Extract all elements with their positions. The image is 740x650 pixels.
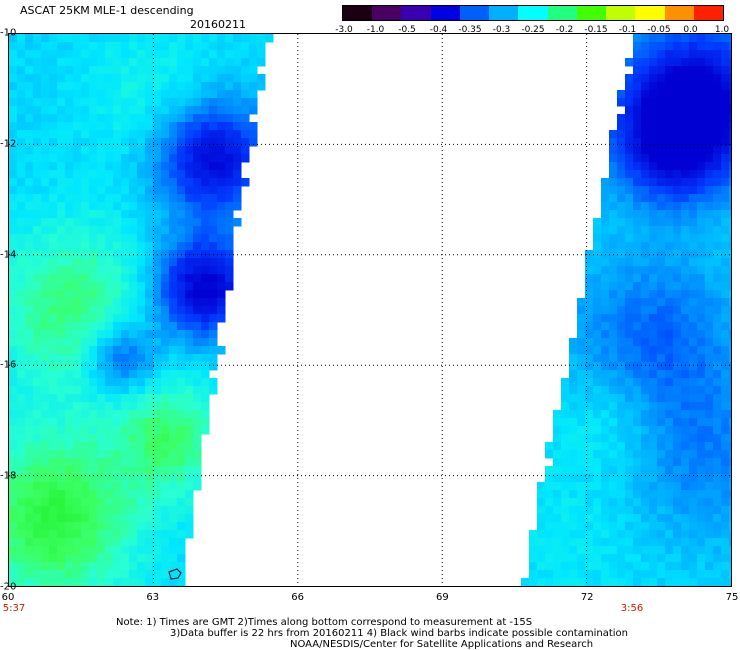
colorbar-label: -3.0 (335, 25, 353, 35)
lat-label: -20 (0, 581, 17, 593)
lon-label: 72 (580, 592, 594, 603)
lat-label: -18 (0, 470, 17, 482)
graticule (9, 34, 731, 586)
colorbar-segment (664, 6, 694, 20)
swath-map (9, 34, 731, 586)
colorbar-label: -0.15 (584, 25, 608, 35)
map-panel (8, 33, 732, 587)
colorbar-label: -0.1 (618, 25, 637, 35)
note-line-1: Note: 1) Times are GMT 2)Times along bot… (116, 617, 533, 628)
chart-title: ASCAT 25KM MLE-1 descending (20, 4, 194, 17)
colorbar-segment (401, 6, 431, 20)
colorbar-segment (489, 6, 519, 20)
lat-label: -12 (0, 138, 17, 150)
colorbar-segment (576, 6, 607, 20)
colorbar-label: -0.25 (521, 25, 545, 35)
colorbar-label: -0.35 (458, 25, 482, 35)
colorbar-segment (693, 6, 724, 20)
colorbar-label: 0.0 (683, 25, 698, 35)
colorbar-segment (518, 6, 548, 20)
chart-date: 20160211 (190, 18, 246, 31)
colorbar-segment (606, 6, 636, 20)
swath-time-left: 5:37 (2, 603, 26, 614)
colorbar-label: -1.0 (366, 25, 385, 35)
swath-left (9, 34, 274, 586)
colorbar-segment (343, 6, 373, 20)
colorbar-label: 1.0 (714, 25, 730, 35)
lon-label: 75 (725, 592, 739, 603)
colorbar-segment (547, 6, 577, 20)
lon-label: 69 (436, 592, 449, 603)
swath-time-right: 3:56 (620, 603, 644, 614)
colorbar-segment (372, 6, 402, 20)
lon-label: 63 (146, 592, 160, 603)
note-line-2: 3)Data buffer is 22 hrs from 20160211 4)… (170, 628, 628, 639)
lat-label: -14 (0, 249, 17, 261)
colorbar-segment (430, 6, 460, 20)
note-line-3: NOAA/NESDIS/Center for Satellite Applica… (290, 639, 594, 650)
lon-label: 66 (291, 592, 304, 603)
colorbar-label: -0.05 (647, 25, 671, 35)
colorbar-label: -0.5 (398, 25, 416, 35)
lat-label: -16 (0, 359, 17, 371)
island-outline (168, 568, 182, 580)
colorbar-label: -0.4 (429, 25, 448, 35)
colorbar (342, 5, 724, 21)
lon-label: 60 (1, 592, 15, 603)
colorbar-label: -0.3 (492, 25, 511, 35)
lat-label: -10 (0, 27, 17, 39)
colorbar-label: -0.2 (555, 25, 574, 35)
colorbar-segment (635, 6, 665, 20)
swath-right (521, 34, 731, 586)
colorbar-segment (459, 6, 490, 20)
